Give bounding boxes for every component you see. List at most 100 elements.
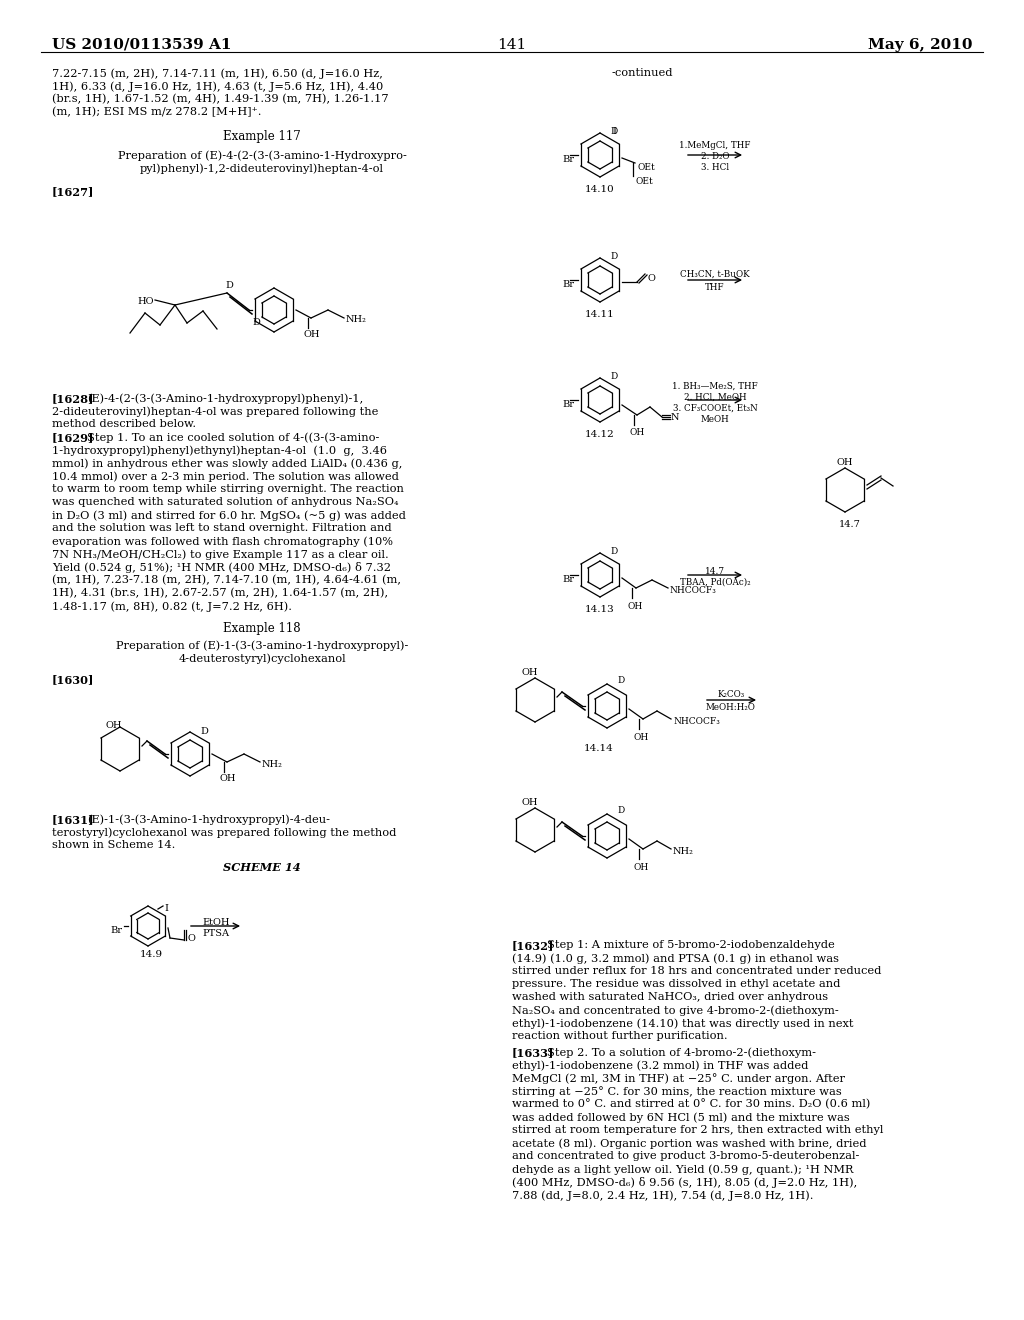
Text: OEt: OEt [635, 177, 652, 186]
Text: OH: OH [627, 602, 642, 611]
Text: OH: OH [106, 721, 123, 730]
Text: Br: Br [562, 280, 574, 289]
Text: 1.48-1.17 (m, 8H), 0.82 (t, J=7.2 Hz, 6H).: 1.48-1.17 (m, 8H), 0.82 (t, J=7.2 Hz, 6H… [52, 601, 292, 611]
Text: Br: Br [562, 400, 574, 409]
Text: MeMgCl (2 ml, 3M in THF) at −25° C. under argon. After: MeMgCl (2 ml, 3M in THF) at −25° C. unde… [512, 1073, 845, 1084]
Text: 2. D₂O: 2. D₂O [700, 152, 729, 161]
Text: O: O [188, 935, 196, 942]
Text: 14.7: 14.7 [839, 520, 861, 529]
Text: 3. HCl: 3. HCl [701, 162, 729, 172]
Text: pressure. The residue was dissolved in ethyl acetate and: pressure. The residue was dissolved in e… [512, 979, 841, 989]
Text: Preparation of (E)-1-(3-(3-amino-1-hydroxypropyl)-: Preparation of (E)-1-(3-(3-amino-1-hydro… [116, 640, 409, 651]
Text: ethyl)-1-iodobenzene (3.2 mmol) in THF was added: ethyl)-1-iodobenzene (3.2 mmol) in THF w… [512, 1060, 808, 1071]
Text: 141: 141 [498, 38, 526, 51]
Text: HO: HO [137, 297, 154, 306]
Text: terostyryl)cyclohexanol was prepared following the method: terostyryl)cyclohexanol was prepared fol… [52, 828, 396, 838]
Text: stirred at room temperature for 2 hrs, then extracted with ethyl: stirred at room temperature for 2 hrs, t… [512, 1125, 884, 1135]
Text: [1631]: [1631] [52, 814, 94, 825]
Text: warmed to 0° C. and stirred at 0° C. for 30 mins. D₂O (0.6 ml): warmed to 0° C. and stirred at 0° C. for… [512, 1100, 870, 1110]
Text: D: D [610, 252, 617, 261]
Text: D: D [610, 372, 617, 381]
Text: O: O [647, 275, 655, 282]
Text: [1632]: [1632] [512, 940, 554, 950]
Text: [1633]: [1633] [512, 1047, 554, 1059]
Text: was added followed by 6N HCl (5 ml) and the mixture was: was added followed by 6N HCl (5 ml) and … [512, 1111, 850, 1122]
Text: Example 118: Example 118 [223, 622, 301, 635]
Text: D: D [252, 318, 260, 327]
Text: Br: Br [562, 576, 574, 583]
Text: 7.88 (dd, J=8.0, 2.4 Hz, 1H), 7.54 (d, J=8.0 Hz, 1H).: 7.88 (dd, J=8.0, 2.4 Hz, 1H), 7.54 (d, J… [512, 1191, 813, 1201]
Text: 14.10: 14.10 [585, 185, 614, 194]
Text: mmol) in anhydrous ether was slowly added LiAlD₄ (0.436 g,: mmol) in anhydrous ether was slowly adde… [52, 458, 402, 469]
Text: OH: OH [634, 733, 649, 742]
Text: 1.MeMgCl, THF: 1.MeMgCl, THF [679, 141, 751, 150]
Text: Step 1. To an ice cooled solution of 4-((3-(3-amino-: Step 1. To an ice cooled solution of 4-(… [87, 432, 379, 442]
Text: D: D [610, 127, 617, 136]
Text: OH: OH [630, 428, 645, 437]
Text: and the solution was left to stand overnight. Filtration and: and the solution was left to stand overn… [52, 523, 391, 533]
Text: OEt: OEt [637, 162, 654, 172]
Text: 2-dideuterovinyl)heptan-4-ol was prepared following the: 2-dideuterovinyl)heptan-4-ol was prepare… [52, 407, 379, 417]
Text: 7.22-7.15 (m, 2H), 7.14-7.11 (m, 1H), 6.50 (d, J=16.0 Hz,: 7.22-7.15 (m, 2H), 7.14-7.11 (m, 1H), 6.… [52, 69, 383, 79]
Text: (E)-4-(2-(3-(3-Amino-1-hydroxypropyl)phenyl)-1,: (E)-4-(2-(3-(3-Amino-1-hydroxypropyl)phe… [87, 393, 364, 404]
Text: EtOH: EtOH [203, 917, 229, 927]
Text: Step 2. To a solution of 4-bromo-2-(diethoxym-: Step 2. To a solution of 4-bromo-2-(diet… [547, 1047, 816, 1057]
Text: -continued: -continued [612, 69, 674, 78]
Text: NHCOCF₃: NHCOCF₃ [670, 586, 717, 595]
Text: NH₂: NH₂ [346, 315, 367, 323]
Text: acetate (8 ml). Organic portion was washed with brine, dried: acetate (8 ml). Organic portion was wash… [512, 1138, 866, 1148]
Text: D: D [200, 727, 208, 737]
Text: 4-deuterostyryl)cyclohexanol: 4-deuterostyryl)cyclohexanol [178, 653, 346, 664]
Text: NHCOCF₃: NHCOCF₃ [673, 717, 720, 726]
Text: 3. CF₃COOEt, Et₃N: 3. CF₃COOEt, Et₃N [673, 404, 758, 413]
Text: (E)-1-(3-(3-Amino-1-hydroxypropyl)-4-deu-: (E)-1-(3-(3-Amino-1-hydroxypropyl)-4-deu… [87, 814, 330, 825]
Text: TBAA, Pd(OAc)₂: TBAA, Pd(OAc)₂ [680, 578, 751, 587]
Text: OH: OH [634, 863, 649, 873]
Text: reaction without further purification.: reaction without further purification. [512, 1031, 728, 1041]
Text: in D₂O (3 ml) and stirred for 6.0 hr. MgSO₄ (~5 g) was added: in D₂O (3 ml) and stirred for 6.0 hr. Mg… [52, 510, 406, 520]
Text: Br: Br [562, 154, 574, 164]
Text: NH₂: NH₂ [262, 760, 283, 770]
Text: Example 117: Example 117 [223, 129, 301, 143]
Text: PTSA: PTSA [203, 929, 229, 939]
Text: washed with saturated NaHCO₃, dried over anhydrous: washed with saturated NaHCO₃, dried over… [512, 993, 828, 1002]
Text: (br.s, 1H), 1.67-1.52 (m, 4H), 1.49-1.39 (m, 7H), 1.26-1.17: (br.s, 1H), 1.67-1.52 (m, 4H), 1.49-1.39… [52, 94, 389, 104]
Text: Br: Br [110, 927, 122, 935]
Text: MeOH:H₂O: MeOH:H₂O [707, 704, 756, 711]
Text: method described below.: method described below. [52, 418, 197, 429]
Text: US 2010/0113539 A1: US 2010/0113539 A1 [52, 38, 231, 51]
Text: D: D [617, 676, 625, 685]
Text: CH₃CN, t-BuOK: CH₃CN, t-BuOK [680, 271, 750, 279]
Text: Na₂SO₄ and concentrated to give 4-bromo-2-(diethoxym-: Na₂SO₄ and concentrated to give 4-bromo-… [512, 1005, 839, 1015]
Text: (m, 1H), 7.23-7.18 (m, 2H), 7.14-7.10 (m, 1H), 4.64-4.61 (m,: (m, 1H), 7.23-7.18 (m, 2H), 7.14-7.10 (m… [52, 576, 401, 585]
Text: [1628]: [1628] [52, 393, 94, 404]
Text: Yield (0.524 g, 51%); ¹H NMR (400 MHz, DMSO-d₆) δ 7.32: Yield (0.524 g, 51%); ¹H NMR (400 MHz, D… [52, 562, 391, 573]
Text: SCHEME 14: SCHEME 14 [223, 862, 301, 873]
Text: 1. BH₃—Me₂S, THF: 1. BH₃—Me₂S, THF [672, 381, 758, 391]
Text: 7N NH₃/MeOH/CH₂Cl₂) to give Example 117 as a clear oil.: 7N NH₃/MeOH/CH₂Cl₂) to give Example 117 … [52, 549, 389, 560]
Text: OH: OH [220, 774, 237, 783]
Text: THF: THF [706, 282, 725, 292]
Text: May 6, 2010: May 6, 2010 [867, 38, 972, 51]
Text: shown in Scheme 14.: shown in Scheme 14. [52, 840, 175, 850]
Text: D: D [617, 807, 625, 814]
Text: OH: OH [837, 458, 853, 467]
Text: 10.4 mmol) over a 2-3 min period. The solution was allowed: 10.4 mmol) over a 2-3 min period. The so… [52, 471, 399, 482]
Text: [1629]: [1629] [52, 432, 94, 444]
Text: [1627]: [1627] [52, 186, 94, 197]
Text: stirred under reflux for 18 hrs and concentrated under reduced: stirred under reflux for 18 hrs and conc… [512, 966, 882, 975]
Text: (14.9) (1.0 g, 3.2 mmol) and PTSA (0.1 g) in ethanol was: (14.9) (1.0 g, 3.2 mmol) and PTSA (0.1 g… [512, 953, 839, 964]
Text: OH: OH [521, 668, 538, 677]
Text: was quenched with saturated solution of anhydrous Na₂SO₄: was quenched with saturated solution of … [52, 498, 398, 507]
Text: [1630]: [1630] [52, 675, 94, 685]
Text: I: I [164, 904, 168, 913]
Text: 1H), 6.33 (d, J=16.0 Hz, 1H), 4.63 (t, J=5.6 Hz, 1H), 4.40: 1H), 6.33 (d, J=16.0 Hz, 1H), 4.63 (t, J… [52, 81, 383, 91]
Text: 1-hydroxypropyl)phenyl)ethynyl)heptan-4-ol  (1.0  g,  3.46: 1-hydroxypropyl)phenyl)ethynyl)heptan-4-… [52, 445, 387, 455]
Text: D: D [225, 281, 232, 290]
Text: 14.14: 14.14 [584, 744, 613, 752]
Text: OH: OH [304, 330, 321, 339]
Text: 14.13: 14.13 [585, 605, 614, 614]
Text: 1H), 4.31 (br.s, 1H), 2.67-2.57 (m, 2H), 1.64-1.57 (m, 2H),: 1H), 4.31 (br.s, 1H), 2.67-2.57 (m, 2H),… [52, 587, 388, 598]
Text: 14.7: 14.7 [705, 568, 725, 576]
Text: 14.11: 14.11 [585, 310, 614, 319]
